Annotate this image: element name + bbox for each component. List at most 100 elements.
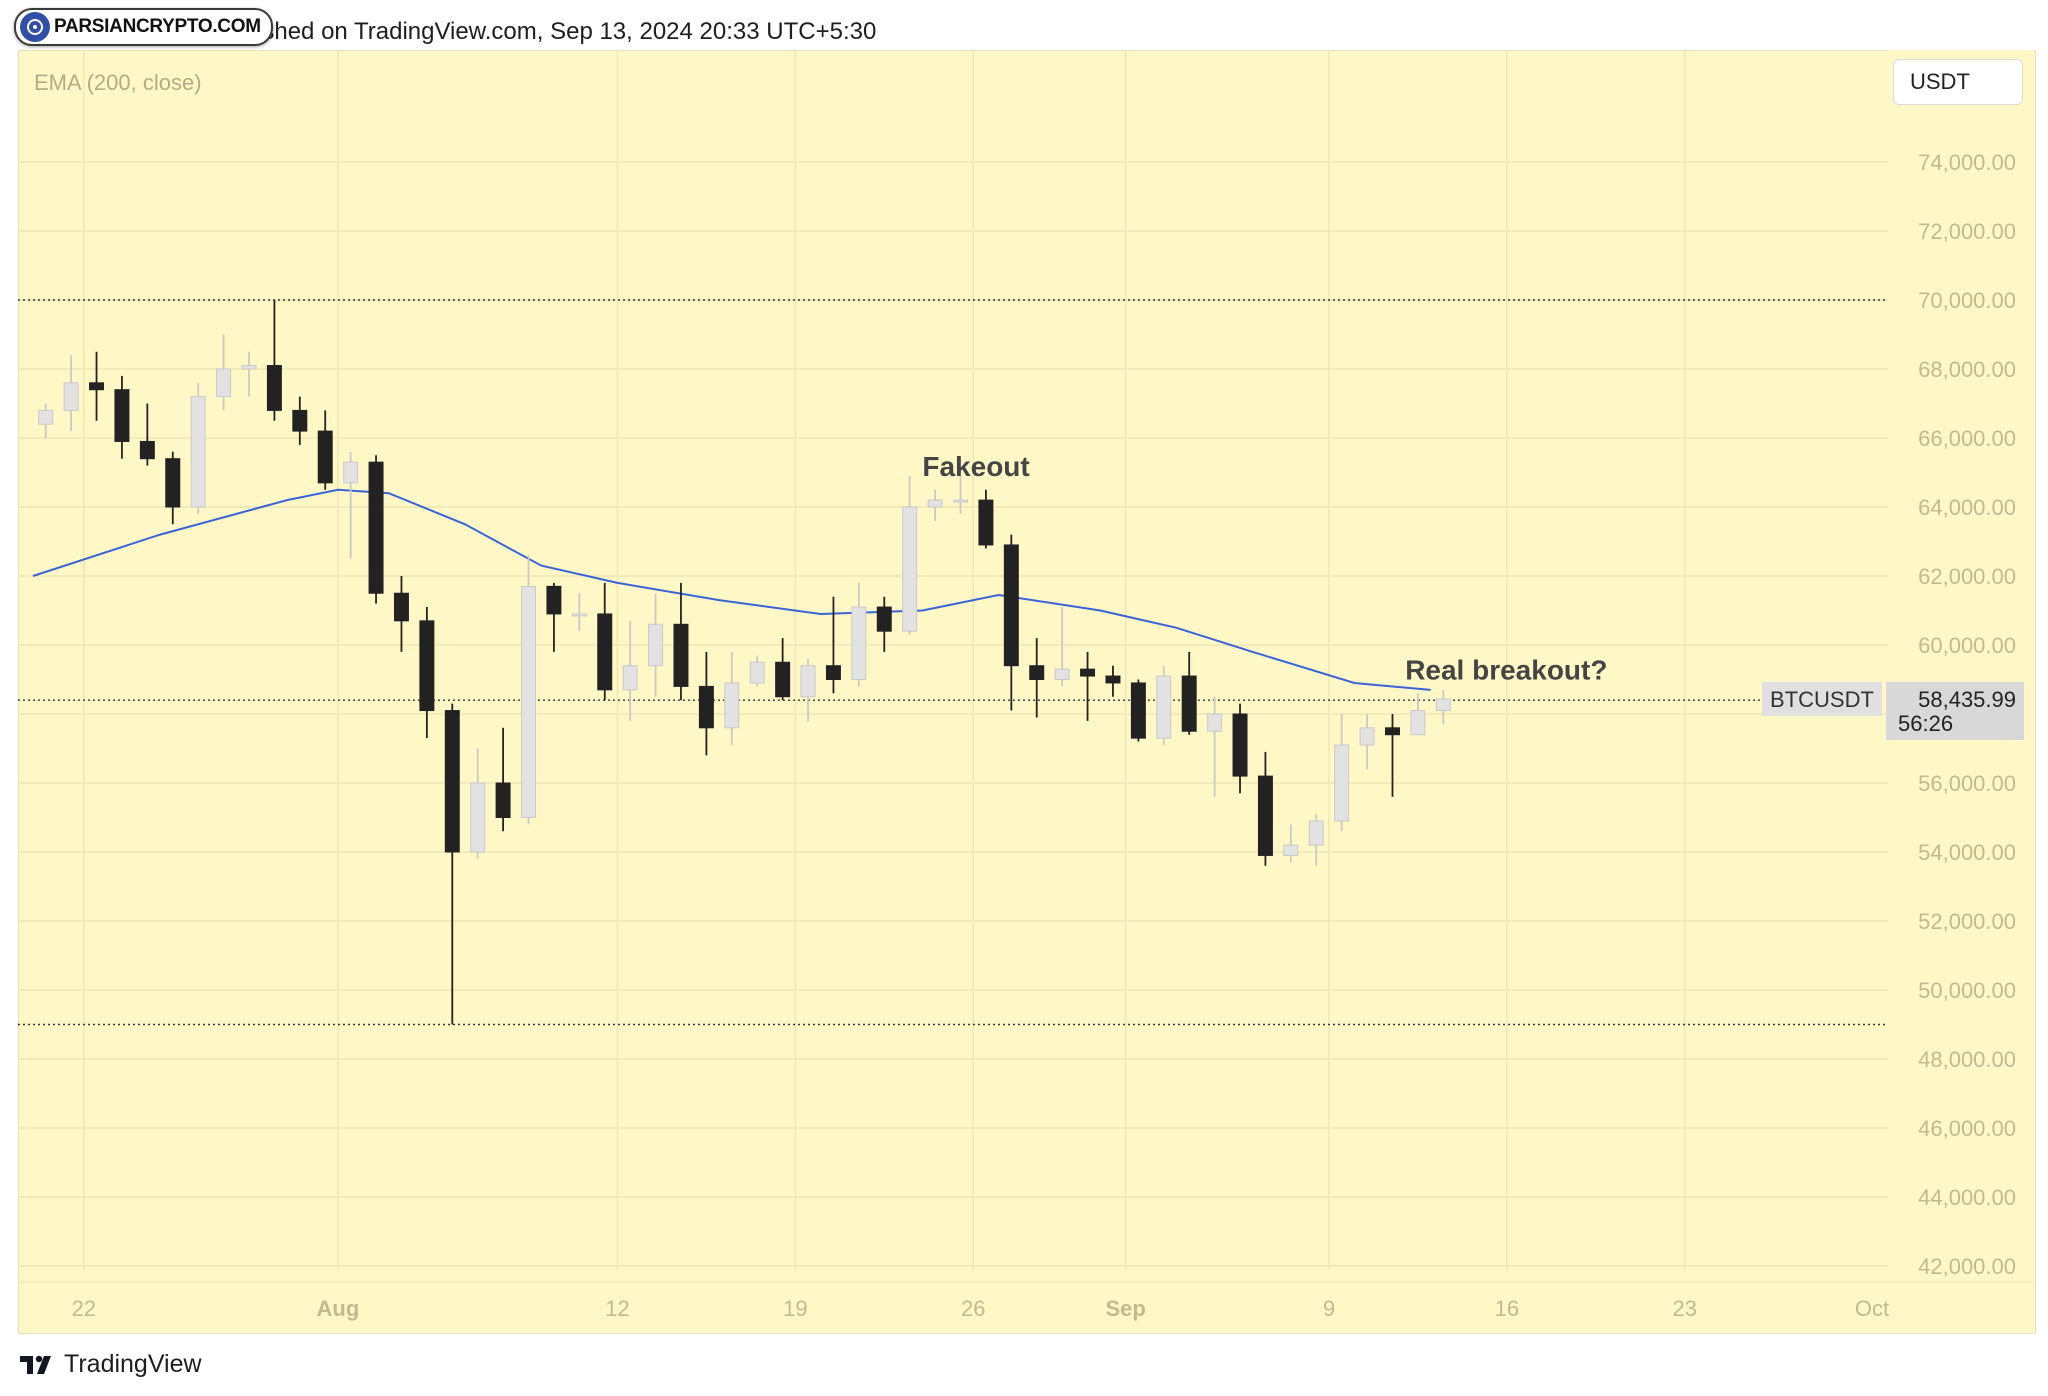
candle-body (393, 592, 409, 622)
chart-panel[interactable] (18, 50, 2036, 1334)
candle-body (63, 382, 79, 411)
candle-body (902, 506, 918, 632)
candle-body (317, 430, 333, 484)
candle-body (1435, 698, 1451, 712)
y-tick-label: 54,000.00 (1918, 840, 2016, 865)
y-tick-label: 66,000.00 (1918, 426, 2016, 451)
y-tick-label: 60,000.00 (1918, 633, 2016, 658)
candle-body (1410, 710, 1426, 736)
y-tick-label: 44,000.00 (1918, 1185, 2016, 1210)
y-tick-label: 64,000.00 (1918, 495, 2016, 520)
candle-body (622, 665, 638, 691)
candle-body (1308, 820, 1324, 846)
watermark-text: PARSIANCRYPTO.COM (54, 16, 261, 37)
candle-body (521, 585, 537, 818)
candle-body (444, 710, 460, 853)
header-bar: PARSIANCRYPTO.COM yptoVikings/SS publish… (0, 0, 2048, 50)
candle-body (1207, 713, 1223, 732)
candle-body (825, 665, 841, 681)
candle-body (1156, 675, 1172, 739)
candle-body (368, 461, 384, 594)
candle-body (1334, 744, 1350, 822)
y-tick-label: 52,000.00 (1918, 909, 2016, 934)
candle-body (698, 685, 714, 729)
x-tick-label: 12 (605, 1296, 629, 1321)
candle-body (876, 606, 892, 632)
y-tick-label: 72,000.00 (1918, 219, 2016, 244)
candle-body (190, 396, 206, 508)
y-tick-label: 42,000.00 (1918, 1254, 2016, 1279)
candle-body (1054, 668, 1070, 681)
y-tick-label: 50,000.00 (1918, 978, 2016, 1003)
x-tick-label: 16 (1495, 1296, 1519, 1321)
y-tick-label: 46,000.00 (1918, 1116, 2016, 1141)
y-tick-label: 70,000.00 (1918, 288, 2016, 313)
candle-body (978, 499, 994, 546)
candle-body (749, 661, 765, 684)
candle-body (419, 620, 435, 712)
currency-selector[interactable]: USDT (1893, 59, 2023, 105)
candle-body (1257, 775, 1273, 856)
candle-body (927, 499, 943, 508)
candle-body (241, 365, 257, 370)
candle-body (38, 409, 54, 425)
candle-body (571, 613, 587, 617)
symbol-tag: BTCUSDT (1770, 687, 1874, 712)
last-price-tag-bg (1886, 681, 2024, 740)
x-tick-label: Sep (1105, 1296, 1145, 1321)
x-tick-label: 19 (783, 1296, 807, 1321)
candle-body (470, 782, 486, 853)
indicator-label[interactable]: EMA (200, close) (34, 70, 202, 95)
footer-brand-text: TradingView (64, 1350, 202, 1378)
candle-body (89, 382, 105, 391)
candle-body (114, 389, 130, 442)
candle-body (292, 409, 308, 432)
tradingview-logo-icon (20, 1355, 51, 1374)
bitcoin-logo-icon (20, 12, 50, 42)
candle-body (800, 665, 816, 698)
symbol-tag-bg (1762, 681, 1882, 716)
y-tick-label: 68,000.00 (1918, 357, 2016, 382)
x-tick-label: 22 (72, 1296, 96, 1321)
y-tick-label: 62,000.00 (1918, 564, 2016, 589)
candle-body (1384, 727, 1400, 736)
candle-body (1105, 675, 1121, 684)
candle-body (673, 623, 689, 687)
candle-body (546, 585, 562, 615)
candle-body (953, 499, 968, 503)
candle-body (1029, 665, 1045, 681)
candle-body (266, 365, 282, 411)
y-tick-label: 48,000.00 (1918, 1047, 2016, 1072)
candle-body (1359, 727, 1375, 746)
chart-annotation: Real breakout? (1405, 655, 1607, 686)
last-price-label: 58,435.99 (1918, 687, 2016, 712)
candle-body (165, 458, 181, 508)
chart-annotation: Fakeout (922, 451, 1029, 482)
candle-body (1232, 713, 1248, 777)
y-tick-label: 56,000.00 (1918, 771, 2016, 796)
y-tick-label: 74,000.00 (1918, 150, 2016, 175)
candle-body (597, 613, 613, 691)
candle-body (1130, 682, 1146, 739)
x-tick-label: 9 (1323, 1296, 1335, 1321)
x-tick-label: 23 (1672, 1296, 1696, 1321)
ema-line (32, 488, 1431, 691)
footer-brand[interactable]: TradingView (20, 1350, 202, 1379)
candle-body (1003, 544, 1019, 667)
x-tick-label: Oct (1855, 1296, 1889, 1321)
countdown-label: 56:26 (1898, 711, 1953, 736)
candle-body (1283, 844, 1299, 856)
candle-body (343, 461, 359, 484)
candle-body (495, 782, 511, 818)
x-tick-label: Aug (317, 1296, 360, 1321)
x-tick-label: 26 (961, 1296, 985, 1321)
candle-body (851, 606, 867, 680)
candle-body (775, 661, 791, 698)
candle-body (1080, 668, 1096, 677)
candle-body (1181, 675, 1197, 732)
watermark-badge: PARSIANCRYPTO.COM (14, 8, 273, 46)
candle-body (724, 682, 740, 729)
candle-body (139, 440, 155, 460)
candle-body (216, 368, 232, 398)
